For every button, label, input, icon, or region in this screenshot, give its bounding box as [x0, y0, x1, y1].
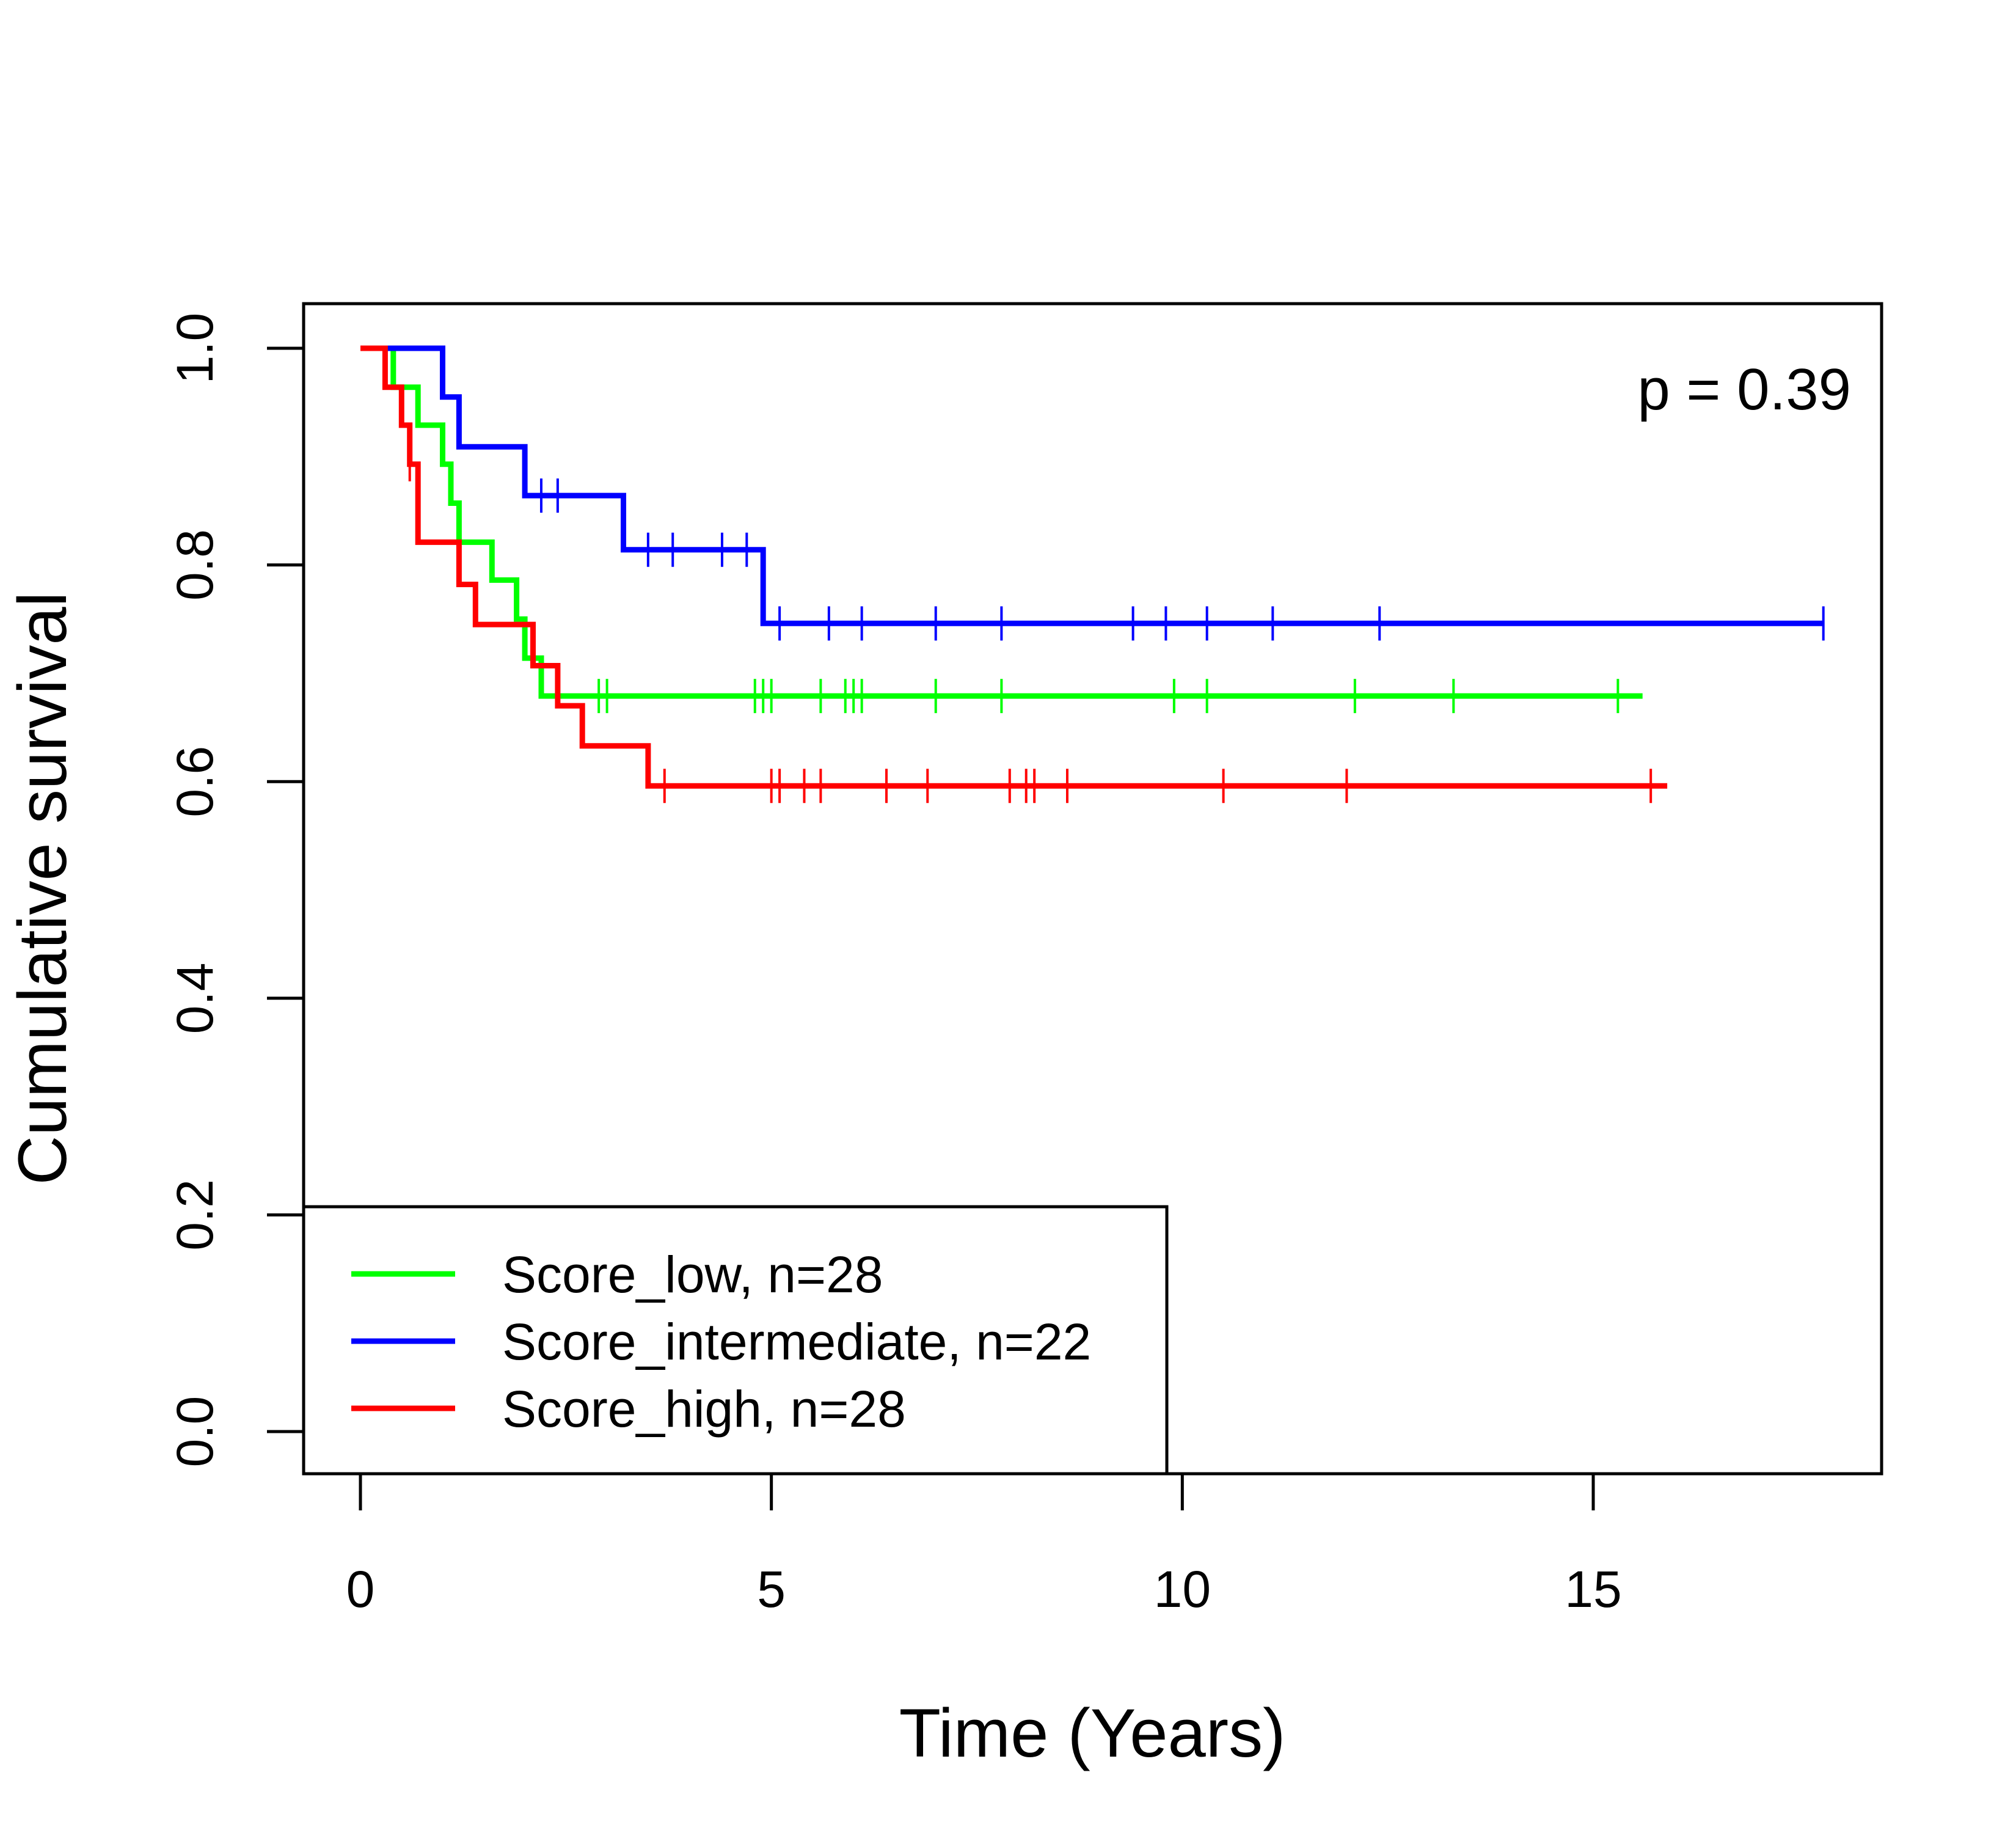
y-axis-title: Cumulative survival: [4, 592, 81, 1185]
y-tick-label: 0.2: [166, 1179, 224, 1251]
survival-curves: [360, 345, 1825, 803]
x-axis-title: Time (Years): [899, 1695, 1286, 1771]
legend: Score_low, n=28 Score_intermediate, n=22 S…: [302, 1205, 1169, 1476]
x-tick-label: 15: [1565, 1560, 1621, 1618]
x-tick-label: 0: [346, 1560, 375, 1618]
legend-label: Score_intermediate, n=22: [502, 1313, 1091, 1370]
survival-curve: [360, 345, 1668, 789]
y-axis: 0.0 0.2 0.4 0.6 0.8 1.0: [166, 313, 305, 1468]
p-value-annotation: p = 0.39: [1637, 357, 1851, 422]
x-tick-label: 5: [757, 1560, 786, 1618]
legend-items: Score_low, n=28 Score_intermediate, n=22 S…: [351, 1246, 1091, 1438]
legend-label: Score_low, n=28: [502, 1246, 883, 1303]
x-tick-label: 10: [1154, 1560, 1211, 1618]
y-tick-label: 0.4: [166, 962, 224, 1034]
survival-curve: [360, 345, 1643, 699]
y-tick-label: 1.0: [166, 313, 224, 384]
survival-curve: [360, 345, 1824, 626]
y-tick-label: 0.0: [166, 1396, 224, 1468]
legend-label: Score_high, n=28: [502, 1380, 906, 1438]
y-tick-label: 0.6: [166, 746, 224, 818]
x-axis: 0 5 10 15: [346, 1472, 1622, 1618]
y-tick-label: 0.8: [166, 529, 224, 601]
